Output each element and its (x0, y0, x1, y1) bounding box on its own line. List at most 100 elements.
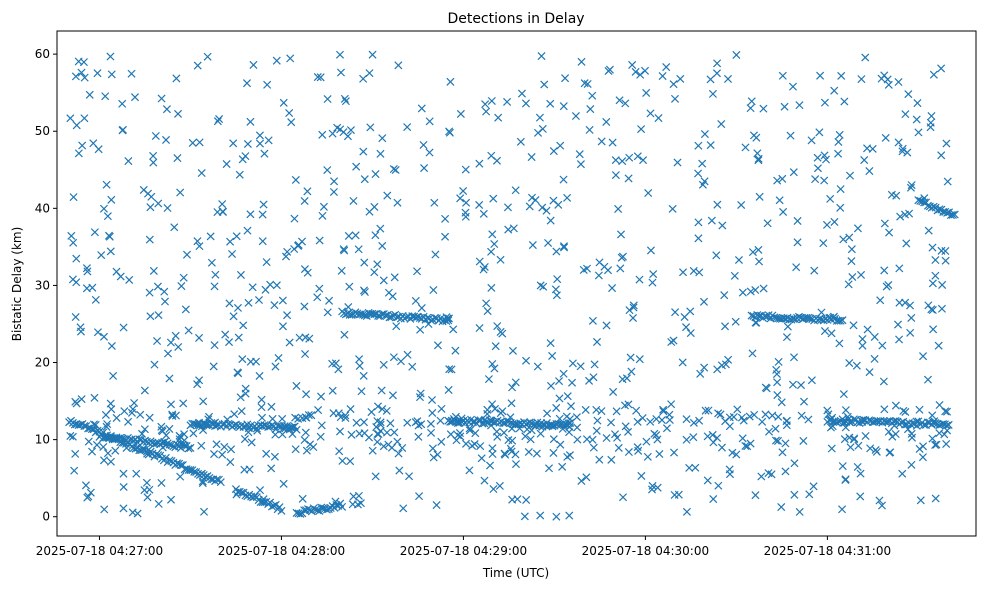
data-point (218, 207, 227, 216)
data-point (195, 242, 204, 251)
data-point (340, 94, 349, 103)
data-point (764, 469, 773, 478)
data-point (359, 147, 368, 156)
data-point (685, 463, 694, 472)
data-point (698, 159, 707, 168)
data-point (511, 378, 520, 387)
data-point (565, 422, 574, 431)
data-point (109, 371, 118, 380)
data-point (790, 459, 799, 468)
data-point (260, 149, 269, 158)
data-point (807, 136, 816, 145)
data-point (858, 341, 867, 350)
data-point (771, 436, 780, 445)
data-point (689, 433, 698, 442)
data-point (303, 187, 312, 196)
data-point (153, 337, 162, 346)
data-point (809, 482, 818, 491)
data-point (841, 475, 850, 484)
data-point (500, 449, 509, 458)
data-point (699, 297, 709, 306)
data-point (162, 431, 171, 440)
data-point (399, 504, 408, 513)
data-point (676, 74, 685, 83)
data-point (431, 250, 440, 259)
data-point (488, 359, 497, 369)
data-point (163, 349, 173, 358)
data-point (520, 512, 529, 521)
data-point (773, 391, 782, 400)
data-point (577, 57, 586, 66)
data-point (701, 406, 710, 415)
data-point (866, 444, 875, 453)
data-point (721, 360, 730, 369)
data-point (456, 194, 465, 203)
data-point (839, 235, 848, 244)
y-tick-label: 50 (35, 124, 50, 138)
data-point (80, 73, 89, 82)
data-point (475, 159, 484, 168)
data-point (166, 400, 176, 409)
data-point (774, 357, 783, 366)
data-point (527, 193, 536, 202)
data-point (246, 117, 255, 126)
data-point (788, 380, 797, 389)
data-point (764, 427, 774, 436)
data-point (665, 415, 674, 425)
data-point (345, 282, 354, 291)
data-point (655, 449, 664, 459)
data-point (354, 245, 363, 254)
data-point (635, 275, 644, 284)
data-point (140, 486, 149, 495)
data-point (657, 416, 666, 425)
data-point (913, 99, 922, 108)
data-point (717, 120, 726, 129)
data-point (493, 322, 502, 331)
data-point (149, 151, 158, 160)
data-point (143, 493, 152, 502)
data-point (465, 424, 474, 433)
data-point (442, 316, 451, 326)
data-point (629, 303, 638, 312)
data-point (815, 128, 824, 137)
data-point (316, 392, 326, 401)
data-point (85, 90, 94, 99)
data-point (461, 208, 470, 217)
data-point (556, 141, 565, 150)
data-point (786, 131, 795, 140)
data-point (522, 495, 531, 504)
data-point (559, 242, 568, 251)
data-point (480, 476, 489, 485)
data-point (390, 428, 399, 437)
data-point (738, 434, 747, 443)
data-point (929, 70, 938, 79)
data-point (625, 153, 634, 162)
data-point (127, 69, 136, 78)
data-point (507, 399, 516, 408)
data-point (146, 312, 155, 321)
data-point (552, 247, 561, 256)
data-point (576, 160, 585, 169)
data-point (751, 286, 760, 295)
data-point (188, 138, 197, 147)
data-point (286, 54, 295, 63)
data-point (270, 301, 279, 310)
data-point (490, 404, 499, 413)
data-point (941, 256, 950, 265)
data-point (149, 266, 158, 275)
data-point (523, 419, 532, 428)
data-point (923, 375, 932, 384)
data-point (679, 268, 688, 277)
data-point (243, 139, 252, 149)
data-point (315, 284, 324, 293)
data-point (888, 432, 897, 441)
data-point (248, 283, 257, 292)
data-point (511, 186, 520, 195)
x-tick-label: 2025-07-18 04:30:00 (582, 544, 709, 558)
data-point (388, 391, 397, 400)
data-point (847, 257, 856, 266)
data-point (150, 360, 159, 369)
data-point (318, 130, 327, 139)
data-point (499, 428, 509, 437)
data-point (228, 249, 237, 258)
